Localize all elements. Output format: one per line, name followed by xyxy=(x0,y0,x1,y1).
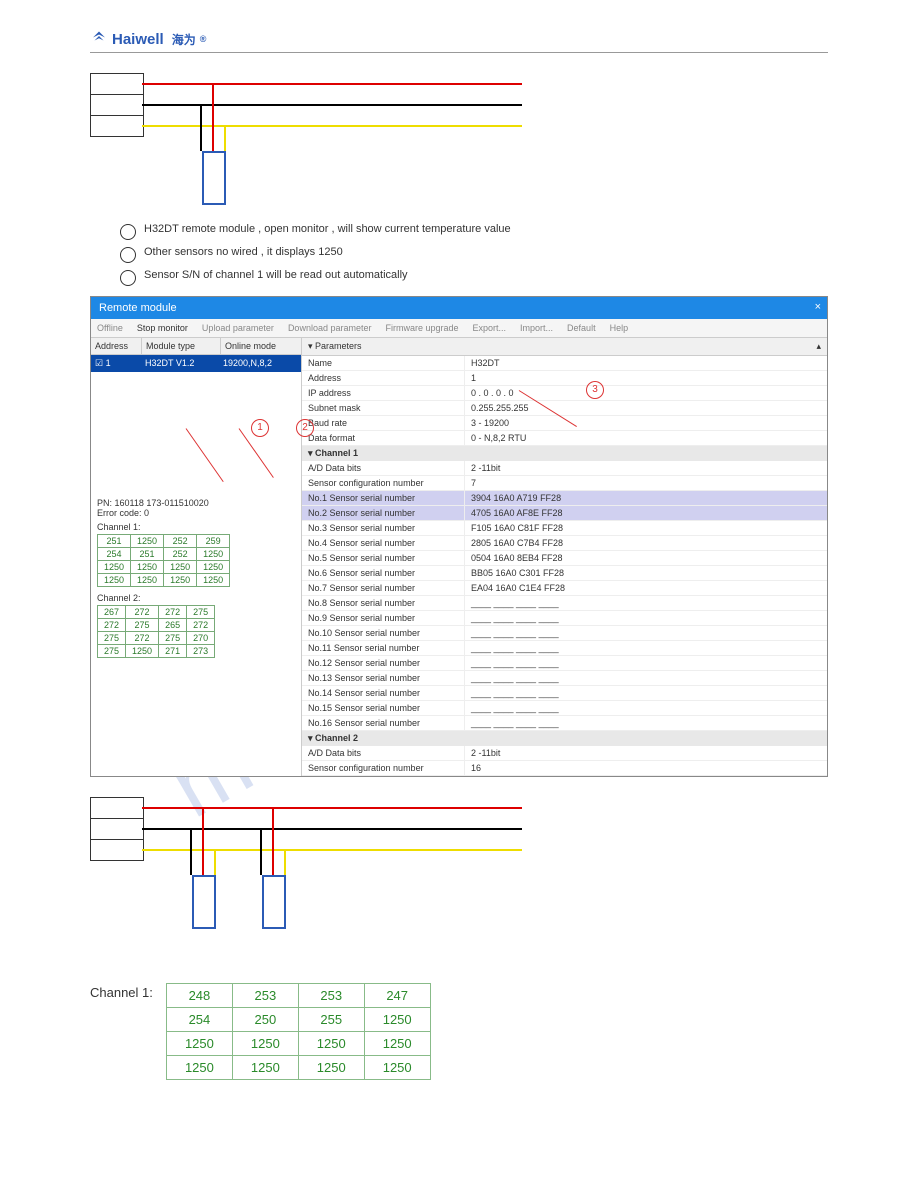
error-code: Error code: 0 xyxy=(97,508,295,518)
callout-2: 2 xyxy=(296,419,314,437)
brand-logo: Haiwell海为® xyxy=(90,30,206,48)
sensor-2 xyxy=(262,875,286,929)
import-button[interactable]: Import... xyxy=(520,323,553,333)
export-button[interactable]: Export... xyxy=(473,323,507,333)
channel-result: Channel 1: 24825325324725425025512501250… xyxy=(90,977,828,1080)
download-button[interactable]: Download parameter xyxy=(288,323,372,333)
sensor-1 xyxy=(192,875,216,929)
wire-black xyxy=(142,104,522,106)
offline-button[interactable]: Offline xyxy=(97,323,123,333)
upload-button[interactable]: Upload parameter xyxy=(202,323,274,333)
wiring-diagram-1 xyxy=(90,73,828,213)
module-row[interactable]: ☑ 1H32DT V1.219200,N,8,2 xyxy=(91,355,301,372)
pn-label: PN: 160118 173-011510020 xyxy=(97,498,295,508)
channel-2-values: 2672722722752722752652722752722752702751… xyxy=(97,605,215,658)
window-titlebar: Remote module× xyxy=(91,297,827,319)
channel-label: Channel 1: xyxy=(90,985,153,1000)
bullet-icon xyxy=(120,247,136,263)
parameters-pane: ▾ Parameters▴ NameH32DTAddress1IP addres… xyxy=(302,338,827,776)
channel-1-values: 2511250252259254251252125012501250125012… xyxy=(97,534,230,587)
help-button[interactable]: Help xyxy=(610,323,629,333)
wire-red xyxy=(142,83,522,85)
channel-1-table: 2482532532472542502551250125012501250125… xyxy=(166,983,431,1080)
stop-monitor-button[interactable]: Stop monitor xyxy=(137,323,188,333)
default-button[interactable]: Default xyxy=(567,323,596,333)
wiring-diagram-2 xyxy=(90,797,828,947)
page-header: Haiwell海为® xyxy=(90,30,828,53)
remote-module-window: Remote module× Offline Stop monitor Uplo… xyxy=(90,296,828,777)
terminal-block xyxy=(90,797,144,861)
terminal-block xyxy=(90,73,144,137)
module-list-pane: AddressModule typeOnline mode ☑ 1H32DT V… xyxy=(91,338,302,776)
toolbar: Offline Stop monitor Upload parameter Do… xyxy=(91,319,827,338)
callout-1: 1 xyxy=(251,419,269,437)
bullet-icon xyxy=(120,224,136,240)
notes-list: H32DT remote module , open monitor , wil… xyxy=(120,223,828,286)
firmware-button[interactable]: Firmware upgrade xyxy=(385,323,458,333)
wire-yellow xyxy=(142,125,522,127)
bullet-icon xyxy=(120,270,136,286)
close-icon[interactable]: × xyxy=(815,301,821,313)
sensor-1 xyxy=(202,151,226,205)
callout-3: 3 xyxy=(586,381,604,399)
